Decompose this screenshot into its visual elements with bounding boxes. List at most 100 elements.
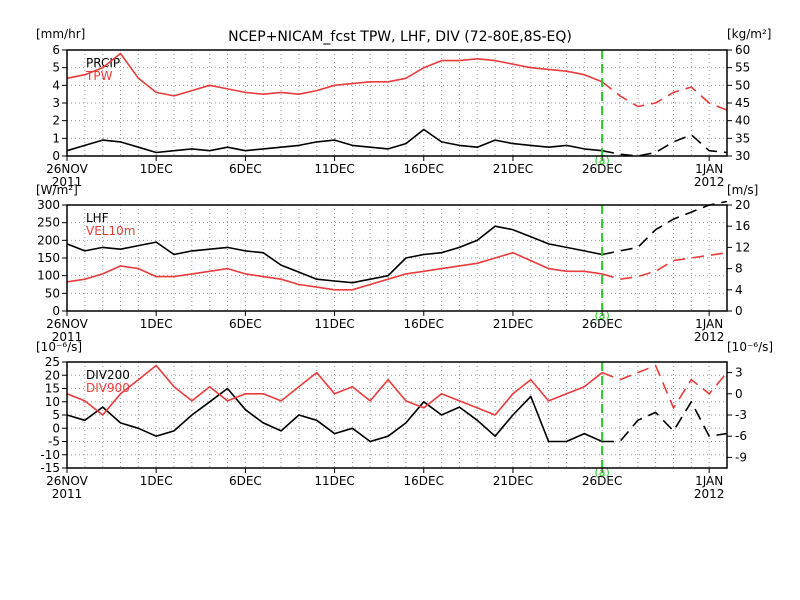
series-forecast-line-prcip: [601, 134, 728, 157]
left-tick-label: 0: [52, 421, 60, 435]
left-tick-label: 1: [52, 131, 60, 145]
left-axis-unit: [10⁻⁶/s]: [36, 340, 82, 354]
series-forecast-line-lhf: [601, 200, 728, 256]
series-line-prcip: [66, 128, 603, 154]
x-tick-label: 6DEC: [229, 162, 262, 176]
left-tick-label: 150: [37, 251, 60, 265]
x-tick-year-label: 2012: [694, 330, 725, 344]
x-tick-label: 26NOV: [46, 474, 88, 488]
x-tick-label: 1JAN: [695, 162, 723, 176]
figure-title: NCEP+NICAM_fcst TPW, LHF, DIV (72-80E,8S…: [228, 29, 572, 45]
forecast-marker-label: (a): [594, 309, 609, 322]
x-tick-year-label: 2011: [52, 175, 83, 189]
x-tick-label: 1JAN: [695, 317, 723, 331]
series-line-div200: [66, 387, 603, 443]
x-tick-label: 26DEC: [582, 317, 622, 331]
left-tick-label: 250: [37, 216, 60, 230]
legend-entry-vel10m: VEL10m: [86, 224, 135, 238]
legend-entry-tpw: TPW: [85, 69, 113, 83]
forecast-marker-label: (a): [594, 466, 609, 479]
right-tick-label: 30: [735, 149, 750, 163]
right-axis-unit: [m/s]: [727, 183, 758, 197]
legend-entry-div900: DIV900: [86, 381, 130, 395]
x-tick-label: 21DEC: [493, 162, 533, 176]
right-tick-label: -3: [735, 408, 747, 422]
series-line-vel10m: [66, 251, 603, 291]
x-tick-label: 16DEC: [404, 474, 444, 488]
x-tick-label: 26DEC: [582, 162, 622, 176]
x-tick-year-label: 2012: [694, 487, 725, 501]
x-tick-label: 1DEC: [140, 474, 173, 488]
left-tick-label: 200: [37, 233, 60, 247]
right-tick-label: 4: [735, 283, 743, 297]
x-tick-label: 26NOV: [46, 162, 88, 176]
right-tick-label: 12: [735, 240, 750, 254]
series-forecast-line-vel10m: [601, 251, 728, 280]
x-tick-label: 11DEC: [314, 317, 354, 331]
right-tick-label: 50: [735, 78, 750, 92]
x-tick-label: 6DEC: [229, 474, 262, 488]
right-tick-label: 0: [735, 304, 743, 318]
right-tick-label: 0: [735, 387, 743, 401]
series-line-tpw: [66, 52, 603, 97]
left-tick-label: 0: [52, 304, 60, 318]
x-tick-year-label: 2011: [52, 487, 83, 501]
left-tick-label: 6: [52, 43, 60, 57]
x-tick-label: 1JAN: [695, 474, 723, 488]
right-axis-unit: [10⁻⁶/s]: [727, 340, 773, 354]
right-tick-label: 40: [735, 114, 750, 128]
x-tick-label: 1DEC: [140, 317, 173, 331]
right-tick-label: 20: [735, 198, 750, 212]
left-tick-label: 0: [52, 149, 60, 163]
x-tick-label: 21DEC: [493, 474, 533, 488]
left-tick-label: 4: [52, 78, 60, 92]
series-forecast-line-div900: [601, 364, 728, 409]
legend-entry-div200: DIV200: [86, 368, 130, 382]
x-tick-label: 11DEC: [314, 474, 354, 488]
left-tick-label: 2: [52, 114, 60, 128]
left-tick-label: 3: [52, 96, 60, 110]
series-line-div900: [66, 364, 603, 416]
left-tick-label: -5: [48, 435, 60, 449]
legend-entry-prcip: PRCIP: [86, 56, 120, 70]
right-tick-label: 8: [735, 262, 743, 276]
left-tick-label: 5: [52, 408, 60, 422]
left-axis-unit: [mm/hr]: [36, 27, 85, 41]
left-tick-label: 10: [45, 395, 60, 409]
plot-frame: [66, 361, 728, 469]
right-tick-label: 55: [735, 61, 750, 75]
x-tick-year-label: 2011: [52, 330, 83, 344]
series-line-lhf: [66, 225, 603, 284]
right-tick-label: -9: [735, 450, 747, 464]
right-tick-label: 3: [735, 366, 743, 380]
left-tick-label: 20: [45, 368, 60, 382]
right-tick-label: 16: [735, 219, 750, 233]
left-tick-label: 50: [45, 286, 60, 300]
left-tick-label: 300: [37, 198, 60, 212]
x-tick-label: 11DEC: [314, 162, 354, 176]
x-tick-label: 16DEC: [404, 162, 444, 176]
left-axis-unit: [W/m²]: [36, 183, 78, 197]
left-tick-label: -10: [40, 448, 60, 462]
legend-entry-lhf: LHF: [86, 211, 109, 225]
plot-frame: [66, 49, 728, 157]
right-tick-label: 60: [735, 43, 750, 57]
x-tick-label: 6DEC: [229, 317, 262, 331]
left-tick-label: 5: [52, 61, 60, 75]
x-tick-year-label: 2012: [694, 175, 725, 189]
right-axis-unit: [kg/m²]: [727, 27, 771, 41]
plot-frame: [66, 204, 728, 312]
forecast-marker-label: (a): [594, 154, 609, 167]
x-tick-label: 16DEC: [404, 317, 444, 331]
panel-lhf-vel10m: 0 50 100 150 200 250 300 0 4 8 12 16 20 [W/m²] [m/s] 26…: [36, 183, 758, 344]
x-tick-label: 26NOV: [46, 317, 88, 331]
left-tick-label: 15: [45, 382, 60, 396]
right-tick-label: -6: [735, 429, 747, 443]
x-tick-label: 21DEC: [493, 317, 533, 331]
right-tick-label: 45: [735, 96, 750, 110]
left-tick-label: 25: [45, 355, 60, 369]
